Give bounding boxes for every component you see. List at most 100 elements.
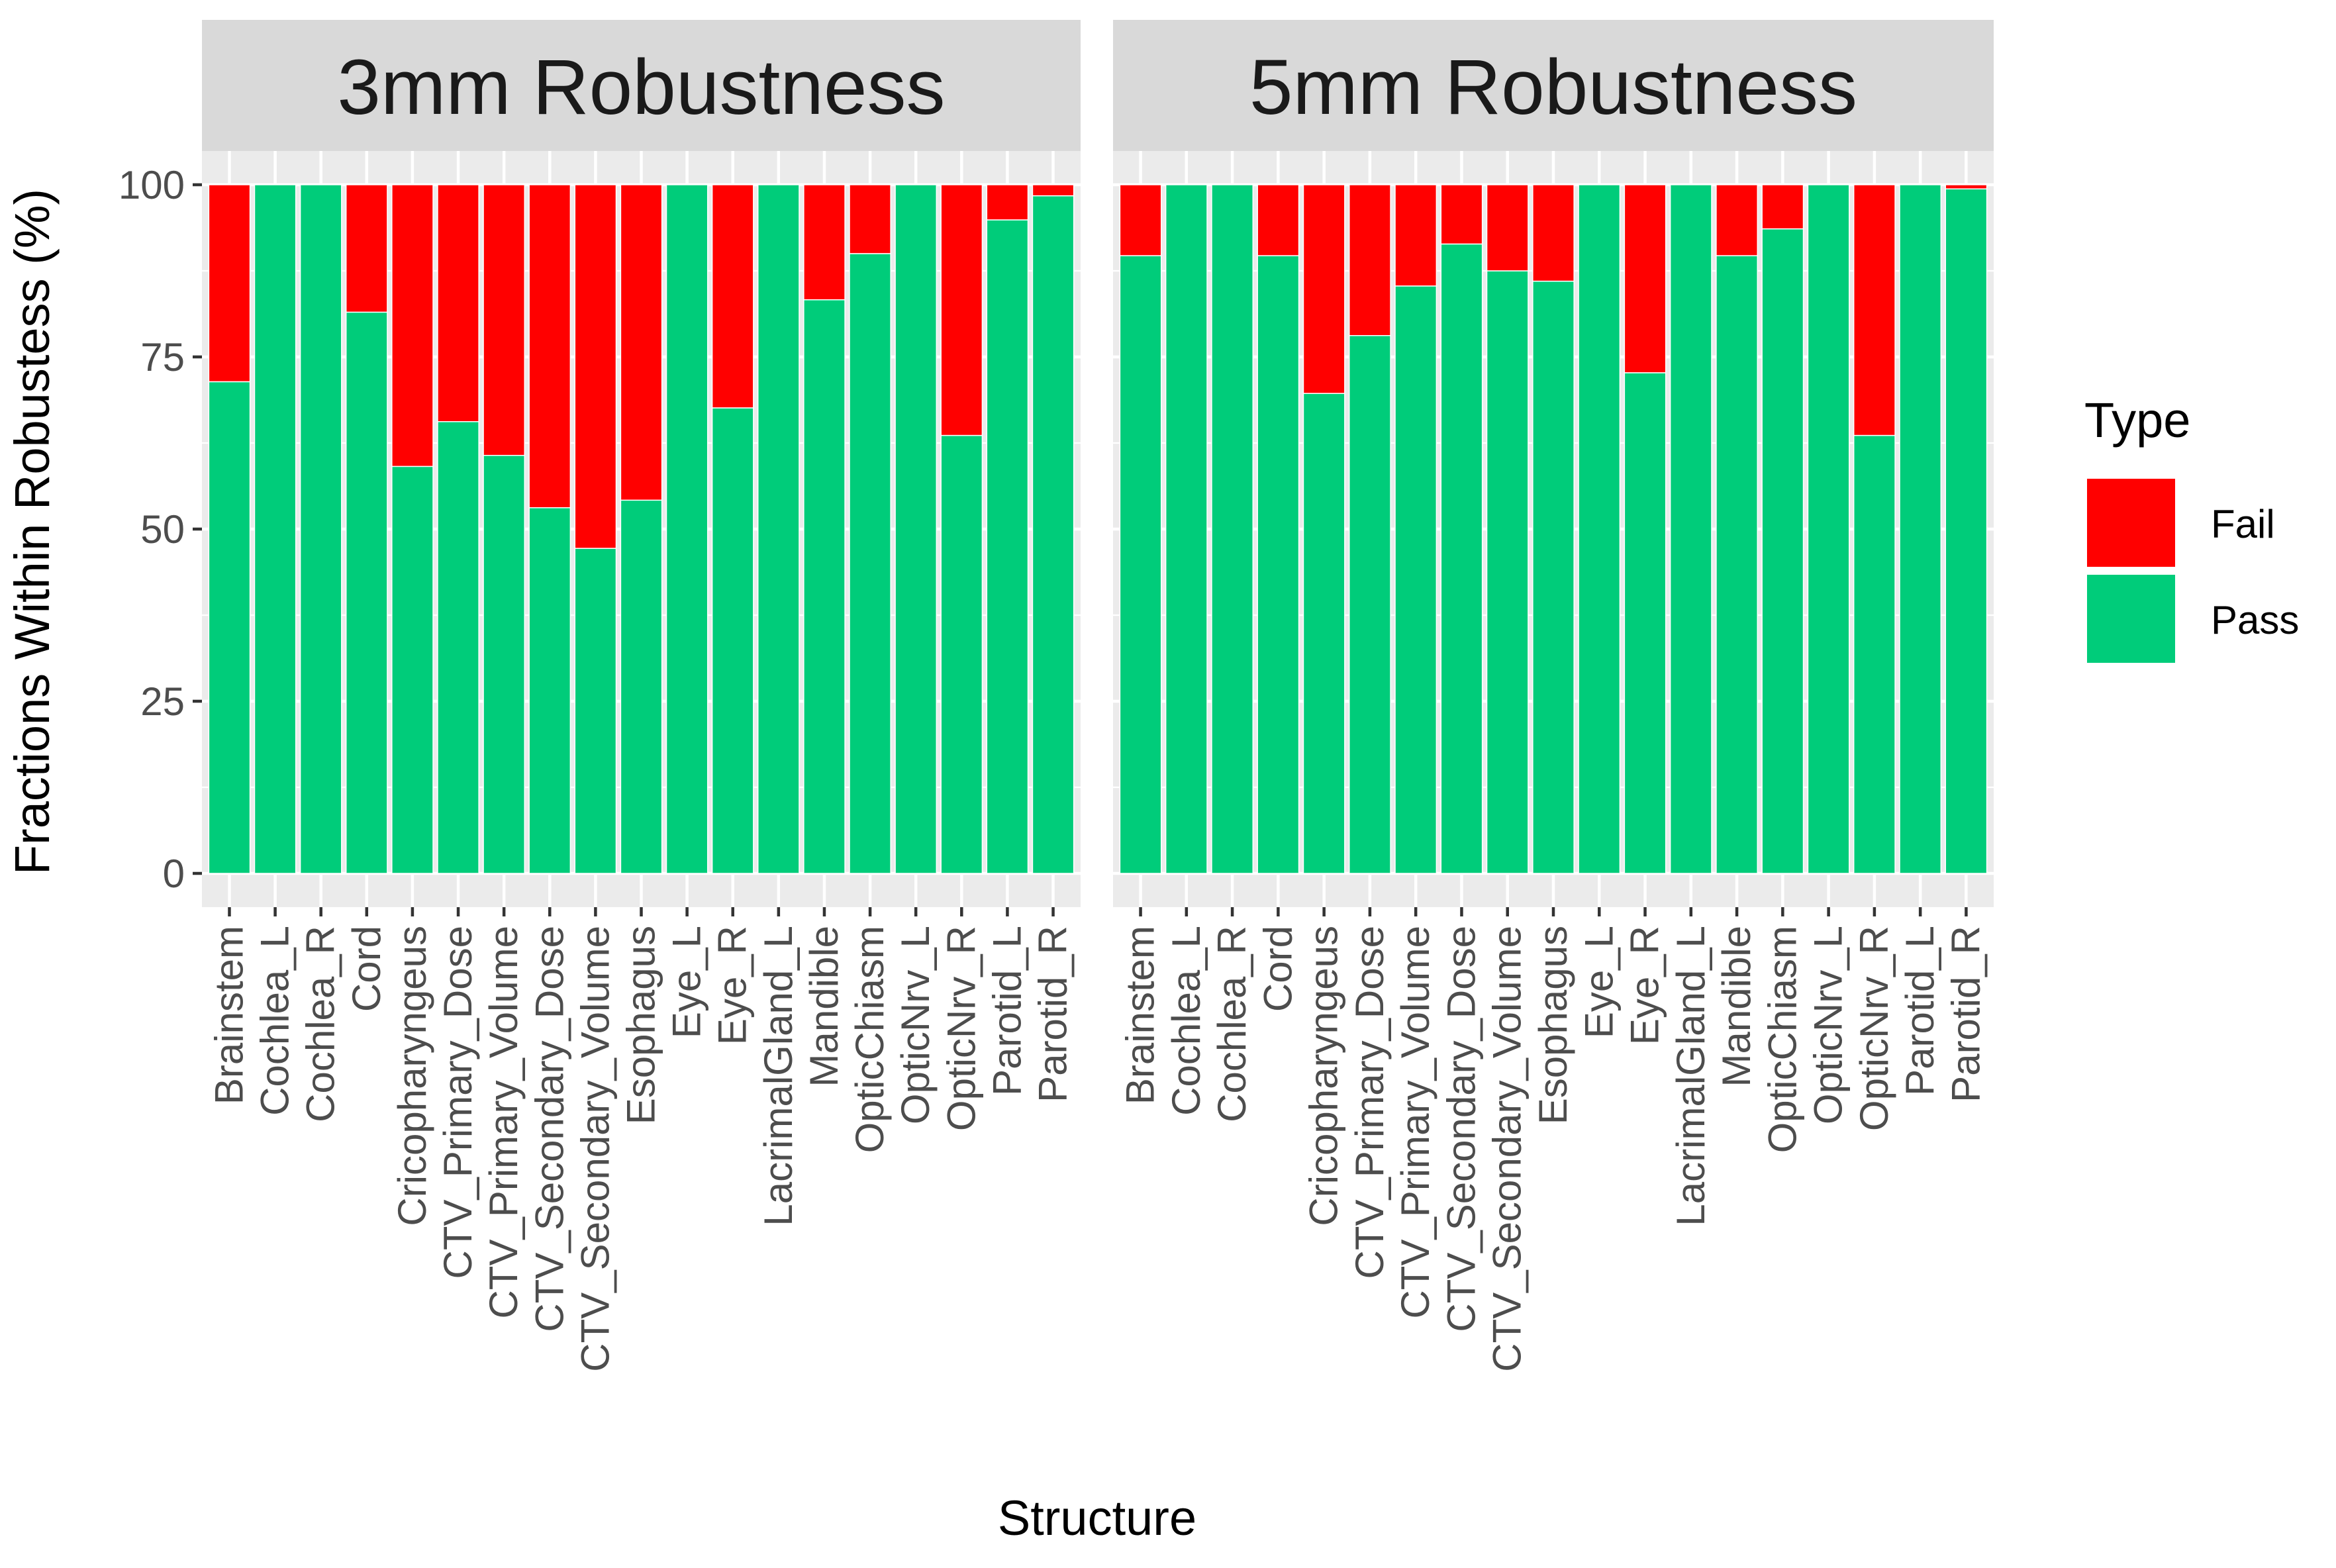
bar-pass-OpticNrv_L — [895, 184, 938, 874]
x-tick-label: CTV_Primary_Dose — [436, 926, 480, 1279]
bar-pass-Cricopharyngeus — [391, 466, 434, 874]
bar-pass-LacrimalGland_L — [757, 184, 800, 874]
legend: Type Fail Pass — [2084, 393, 2299, 663]
bar-pass-CTV_Secondary_Volume — [574, 548, 617, 874]
bar-pass-Parotid_L — [986, 219, 1029, 874]
bar-pass-Parotid_R — [1032, 195, 1075, 874]
x-tick-label: Parotid_L — [985, 926, 1029, 1096]
bar-pass-Cord — [1257, 255, 1300, 874]
bar-pass-CTV_Primary_Volume — [483, 454, 526, 874]
bar-pass-Eye_L — [665, 184, 708, 874]
facet-panels: 3mm Robustness Brainstem Cochlea_L Cochlea_… — [202, 20, 1994, 1372]
bar-pass-CTV_Secondary_Dose — [1440, 243, 1483, 874]
bar-pass-LacrimalGland_L — [1669, 184, 1712, 874]
legend-key-pass — [2087, 575, 2175, 663]
bar-fail-Brainstem — [1119, 184, 1162, 256]
facet-strip — [202, 20, 1081, 151]
bar-pass-Esophagus — [620, 499, 663, 874]
bar-pass-Eye_R — [711, 407, 754, 874]
bar-pass-CTV_Secondary_Volume — [1486, 270, 1529, 874]
x-tick-label: Cricopharyngeus — [390, 926, 434, 1226]
x-tick-label: LacrimalGland_L — [1669, 926, 1713, 1226]
legend-key-fail — [2087, 479, 2175, 567]
bar-fail-Mandible — [1716, 184, 1759, 256]
bar-pass-OpticNrv_R — [940, 434, 983, 874]
y-tick-label: 100 — [119, 163, 185, 207]
bar-pass-Cricopharyngeus — [1302, 393, 1345, 874]
bar-pass-Cochlea_L — [254, 184, 297, 874]
bars — [1119, 184, 1988, 874]
bar-fail-Brainstem — [208, 184, 251, 383]
bar-fail-CTV_Secondary_Volume — [574, 184, 617, 549]
bar-pass-Brainstem — [208, 381, 251, 874]
bar-fail-CTV_Secondary_Dose — [1440, 184, 1483, 245]
bar-fail-CTV_Primary_Dose — [1348, 184, 1391, 336]
x-tick-label: Cord — [344, 926, 389, 1012]
x-tick-label: Cochlea_L — [1164, 926, 1208, 1116]
x-tick-label: CTV_Primary_Volume — [1393, 926, 1437, 1319]
bar-fail-CTV_Primary_Dose — [437, 184, 479, 422]
legend-title: Type — [2084, 393, 2190, 448]
panel-2: 5mm Robustness Brainstem Cochlea_L Cochlea_… — [1113, 20, 1994, 1372]
bar-fail-Parotid_R — [1032, 184, 1075, 197]
bar-pass-Parotid_L — [1899, 184, 1942, 874]
bar-fail-Cricopharyngeus — [391, 184, 434, 467]
x-tick-label: Eye_L — [1577, 926, 1621, 1038]
bar-pass-CTV_Primary_Dose — [1348, 335, 1391, 874]
x-tick-label: CTV_Primary_Volume — [481, 926, 526, 1319]
bar-pass-OpticNrv_L — [1807, 184, 1850, 874]
y-tick-label: 50 — [140, 507, 185, 552]
bar-fail-Parotid_L — [986, 184, 1029, 220]
bar-pass-Parotid_R — [1945, 188, 1988, 874]
facet-title: 5mm Robustness — [1249, 44, 1857, 131]
x-tick-label: OpticNrv_L — [1806, 926, 1851, 1124]
bar-fail-OpticChiasm — [1761, 184, 1804, 230]
x-tick-label: Cochlea_R — [1210, 926, 1254, 1122]
legend-label-pass: Pass — [2211, 598, 2299, 642]
x-tick-label: OpticNrv_L — [893, 926, 938, 1124]
bar-fail-Cord — [345, 184, 388, 313]
bar-pass-Eye_L — [1578, 184, 1621, 874]
bar-fail-Esophagus — [1532, 184, 1575, 282]
bar-fail-Mandible — [803, 184, 846, 301]
bar-fail-CTV_Primary_Volume — [483, 184, 526, 456]
x-tick-label: CTV_Primary_Dose — [1347, 926, 1392, 1279]
bar-fail-OpticChiasm — [849, 184, 891, 254]
x-tick-label: OpticChiasm — [848, 926, 892, 1153]
bar-pass-Cochlea_L — [1165, 184, 1208, 874]
x-tick-label: OpticChiasm — [1760, 926, 1804, 1153]
x-tick-label: CTV_Secondary_Volume — [1485, 926, 1530, 1372]
bar-fail-CTV_Secondary_Volume — [1486, 184, 1529, 271]
bars — [208, 184, 1075, 874]
bar-pass-Eye_R — [1624, 372, 1667, 874]
bar-pass-Esophagus — [1532, 280, 1575, 874]
bar-pass-Cord — [345, 311, 388, 874]
x-tick-label: Eye_L — [665, 926, 709, 1038]
facet-strip — [1113, 20, 1994, 151]
facet-title: 3mm Robustness — [337, 44, 945, 131]
x-tick-label: CTV_Secondary_Volume — [573, 926, 617, 1372]
bar-pass-OpticChiasm — [849, 253, 891, 874]
x-tick-label: Esophagus — [1531, 926, 1575, 1124]
x-tick-label: Mandible — [802, 926, 846, 1087]
x-tick-label: CTV_Secondary_Dose — [1439, 926, 1483, 1332]
bar-pass-CTV_Primary_Dose — [437, 421, 479, 874]
bar-pass-Brainstem — [1119, 255, 1162, 874]
x-axis-title: Structure — [998, 1491, 1196, 1545]
x-tick-label: Mandible — [1714, 926, 1759, 1087]
x-tick-label: Eye_R — [1623, 926, 1667, 1045]
bar-pass-OpticChiasm — [1761, 228, 1804, 874]
x-tick-label: OpticNrv_R — [939, 926, 983, 1131]
bar-fail-CTV_Secondary_Dose — [528, 184, 571, 509]
x-tick-label: Brainstem — [207, 926, 251, 1104]
x-tick-label: Parotid_R — [1943, 926, 1988, 1102]
panel-1: 3mm Robustness Brainstem Cochlea_L Cochlea_… — [202, 20, 1081, 1372]
x-tick-label: Parotid_L — [1898, 926, 1942, 1096]
bar-fail-OpticNrv_R — [940, 184, 983, 436]
bar-fail-Eye_R — [711, 184, 754, 409]
bar-fail-Eye_R — [1624, 184, 1667, 373]
x-tick-label: Parotid_R — [1031, 926, 1075, 1102]
bar-pass-Cochlea_R — [299, 184, 342, 874]
y-axis: 0 25 50 75 100 — [119, 163, 202, 896]
